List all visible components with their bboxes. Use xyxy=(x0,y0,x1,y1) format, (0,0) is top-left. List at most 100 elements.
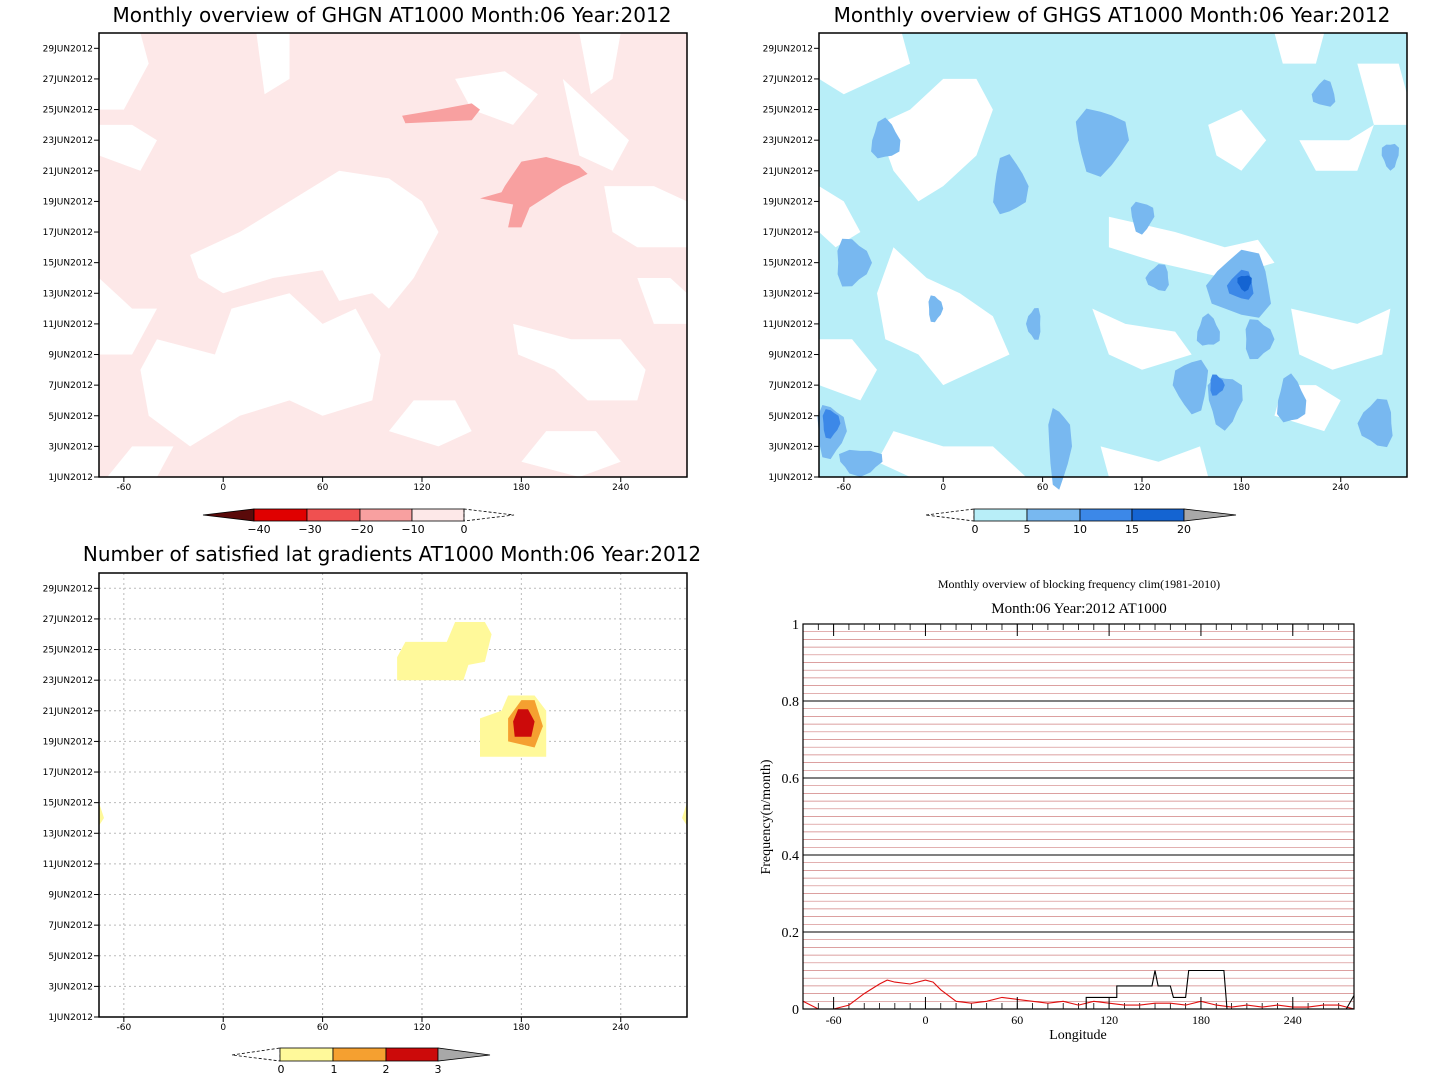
freq-xlabel: Longitude xyxy=(1049,1028,1107,1043)
y-tick-label: 13JUN2012 xyxy=(43,289,93,299)
sat-plot-area xyxy=(98,572,688,1018)
y-tick-label: 13JUN2012 xyxy=(43,829,93,839)
y-tick-label: 0.2 xyxy=(782,926,800,941)
sat-region xyxy=(99,802,104,826)
y-tick-label: 25JUN2012 xyxy=(763,106,813,116)
ghgn-region xyxy=(402,103,480,124)
sat-cbar-label: 2 xyxy=(383,1063,390,1076)
sat-region xyxy=(397,622,492,681)
y-tick-label: 27JUN2012 xyxy=(43,75,93,85)
sat-title: Number of satisfied lat gradients AT1000… xyxy=(83,542,701,566)
y-tick-label: 15JUN2012 xyxy=(43,259,93,269)
ghgs-region xyxy=(839,449,883,477)
ghgs-region xyxy=(1237,275,1252,292)
y-tick-label: 9JUN2012 xyxy=(768,351,813,361)
y-tick-label: 29JUN2012 xyxy=(43,44,93,54)
y-tick-label: 11JUN2012 xyxy=(43,860,93,870)
ghgn-cbar-label: −20 xyxy=(350,523,373,536)
ghgs-region xyxy=(1092,308,1192,370)
ghgs-cbar-label: 0 xyxy=(972,523,979,536)
x-tick-label: 180 xyxy=(1192,1013,1210,1027)
y-tick-label: 27JUN2012 xyxy=(43,615,93,625)
ghgn-region xyxy=(190,170,439,309)
y-tick-label: 0.8 xyxy=(782,695,800,710)
ghgn-region xyxy=(562,78,629,171)
ghgn-region xyxy=(521,431,621,477)
ghgs-region xyxy=(1048,408,1072,490)
x-tick-label: 120 xyxy=(413,1023,430,1033)
y-tick-label: 21JUN2012 xyxy=(763,167,813,177)
y-tick-label: 5JUN2012 xyxy=(48,952,93,962)
y-tick-label: 19JUN2012 xyxy=(763,197,813,207)
ghgs-region xyxy=(1245,319,1275,360)
ghgs-cbar-label: 20 xyxy=(1177,523,1191,536)
ghgn-region xyxy=(99,278,157,355)
y-tick-label: 9JUN2012 xyxy=(48,891,93,901)
ghgn-region xyxy=(388,400,472,447)
y-tick-label: 17JUN2012 xyxy=(43,228,93,238)
ghgn-title: Monthly overview of GHGN AT1000 Month:06… xyxy=(113,3,672,27)
ghgs-region xyxy=(1311,79,1336,107)
ghgs-region xyxy=(877,247,1010,386)
ghgs-region xyxy=(819,186,861,248)
ghgs-plot-area xyxy=(817,32,1408,490)
y-tick-label: 25JUN2012 xyxy=(43,106,93,116)
ghgs-region xyxy=(822,409,841,439)
x-tick-label: 240 xyxy=(1284,1013,1302,1027)
y-tick-label: 17JUN2012 xyxy=(763,228,813,238)
x-tick-label: 0 xyxy=(220,1023,226,1033)
ghgs-cbar-label: 10 xyxy=(1073,523,1087,536)
y-tick-label: 29JUN2012 xyxy=(43,584,93,594)
ghgn-region xyxy=(637,278,687,324)
ghgs-region xyxy=(877,431,1026,477)
y-tick-label: 21JUN2012 xyxy=(43,707,93,717)
ghgn-region xyxy=(140,293,381,447)
y-tick-label: 15JUN2012 xyxy=(43,799,93,809)
y-tick-label: 1JUN2012 xyxy=(48,1013,93,1023)
x-tick-label: 240 xyxy=(612,483,629,493)
y-tick-label: 29JUN2012 xyxy=(763,44,813,54)
x-tick-label: 0 xyxy=(922,1013,928,1027)
ghgn-cbar-label: −30 xyxy=(298,523,321,536)
y-tick-label: 5JUN2012 xyxy=(768,412,813,422)
x-tick-label: 0 xyxy=(220,483,226,493)
sat-colorbar: 0 1 2 3 xyxy=(231,1047,491,1076)
x-tick-label: 240 xyxy=(612,1023,629,1033)
y-tick-label: 1JUN2012 xyxy=(768,473,813,483)
y-tick-label: 11JUN2012 xyxy=(43,320,93,330)
y-tick-label: 27JUN2012 xyxy=(763,75,813,85)
ghgn-region xyxy=(604,186,687,248)
y-tick-label: 19JUN2012 xyxy=(43,197,93,207)
ghgn-region xyxy=(99,33,149,110)
sat-panel: Number of satisfied lat gradients AT1000… xyxy=(43,542,701,1076)
y-tick-label: 0 xyxy=(792,1003,799,1018)
y-tick-label: 15JUN2012 xyxy=(763,259,813,269)
ghgs-x-axis: -60 0 60 120 180 240 xyxy=(836,477,1350,493)
ghgs-colorbar: 0 5 10 15 20 xyxy=(925,508,1237,536)
y-tick-label: 5JUN2012 xyxy=(48,412,93,422)
ghgn-panel: Monthly overview of GHGN AT1000 Month:06… xyxy=(43,3,688,536)
x-tick-label: 60 xyxy=(1037,483,1049,493)
y-tick-label: 0.6 xyxy=(782,772,800,787)
y-tick-label: 23JUN2012 xyxy=(763,136,813,146)
y-tick-label: 7JUN2012 xyxy=(48,921,93,931)
y-tick-label: 7JUN2012 xyxy=(48,381,93,391)
ghgs-region xyxy=(1277,373,1307,423)
ghgn-region xyxy=(480,157,588,228)
ghgs-region xyxy=(1210,374,1225,396)
x-tick-label: 240 xyxy=(1332,483,1349,493)
x-tick-label: 60 xyxy=(317,1023,329,1033)
y-tick-label: 11JUN2012 xyxy=(763,320,813,330)
x-tick-label: 0 xyxy=(940,483,946,493)
ghgn-region xyxy=(513,323,646,401)
ghgs-region xyxy=(993,154,1029,215)
ghgs-region xyxy=(1299,124,1374,171)
y-tick-label: 17JUN2012 xyxy=(43,768,93,778)
y-tick-label: 7JUN2012 xyxy=(768,381,813,391)
y-tick-label: 23JUN2012 xyxy=(43,136,93,146)
ghgs-region xyxy=(1075,108,1129,177)
ghgn-cbar-label: −40 xyxy=(247,523,270,536)
ghgs-panel: Monthly overview of GHGS AT1000 Month:06… xyxy=(763,3,1408,536)
ghgs-region xyxy=(1100,446,1209,477)
ghgs-region xyxy=(1291,308,1391,370)
